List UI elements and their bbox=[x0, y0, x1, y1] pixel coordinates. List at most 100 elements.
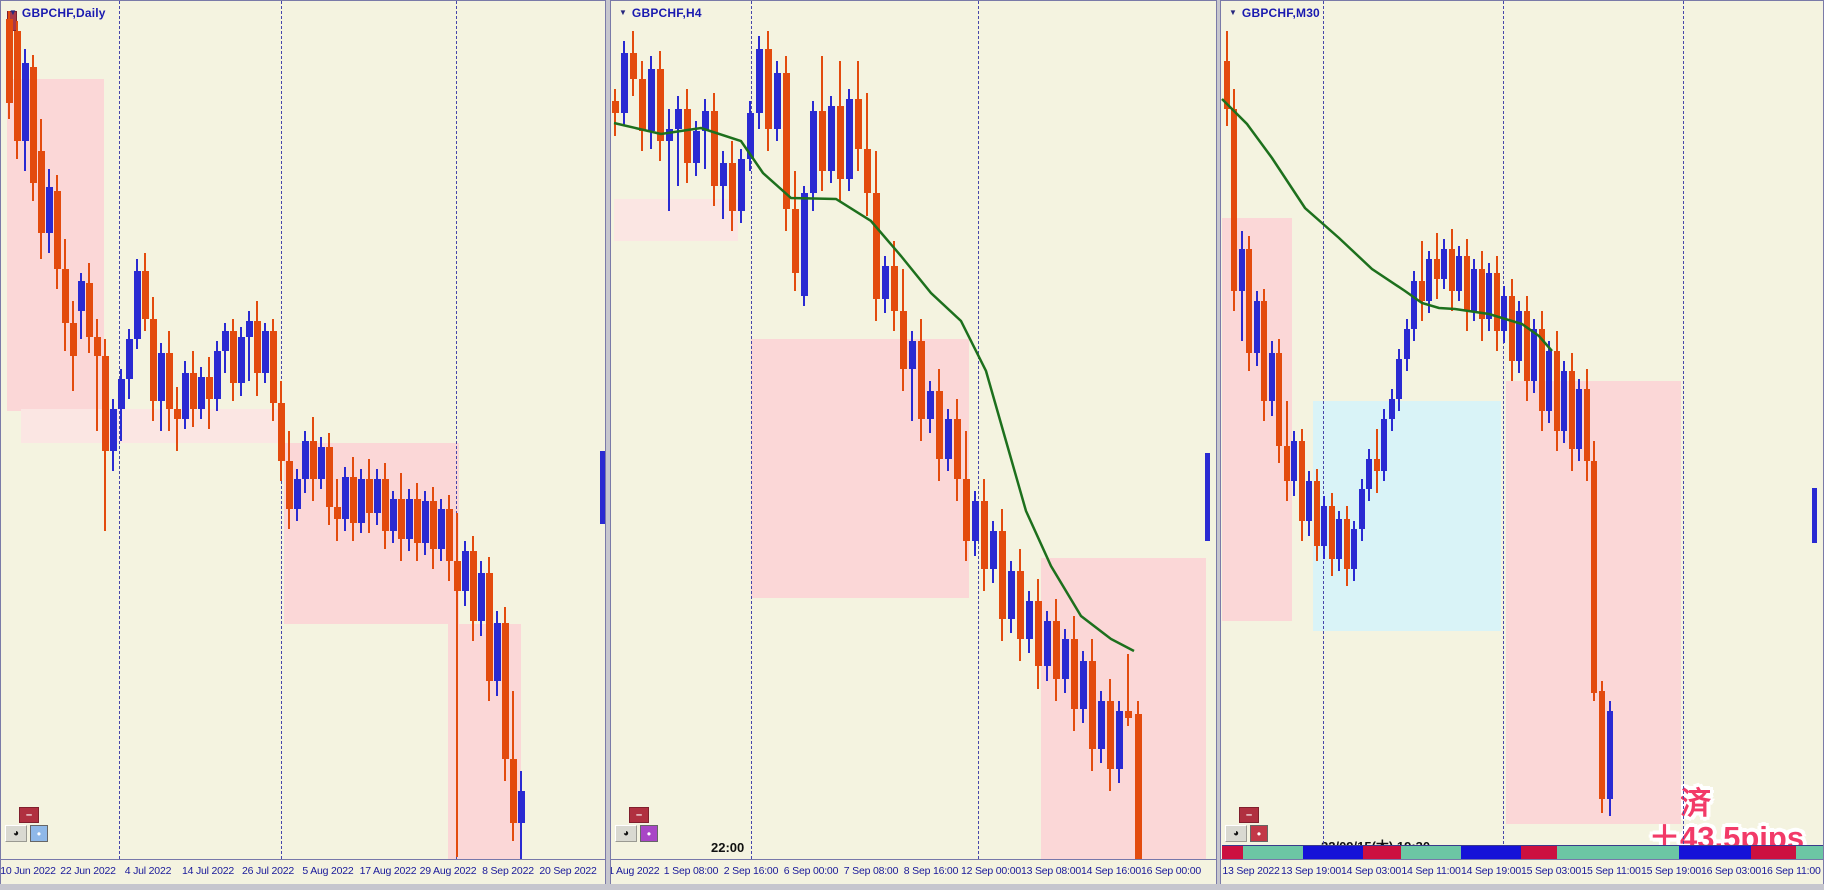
chart-title[interactable]: ▼ GBPCHF,M30 bbox=[1229, 6, 1320, 20]
candle bbox=[422, 501, 429, 543]
chart-window-daily[interactable]: ▼ GBPCHF,Daily – ◕ • 10 Jun 2022 22 Jun 2… bbox=[0, 0, 606, 884]
candle bbox=[756, 49, 763, 113]
chevron-down-icon: ▼ bbox=[9, 8, 17, 17]
time-axis-label: 8 Sep 16:00 bbox=[903, 865, 959, 877]
candle bbox=[158, 353, 165, 401]
candle bbox=[246, 321, 253, 337]
candle bbox=[1026, 601, 1033, 639]
candle bbox=[774, 73, 781, 129]
candle bbox=[134, 271, 141, 339]
chart-plot-area[interactable]: ▼ GBPCHF,H4 – ◕ • 22:00 bbox=[611, 1, 1216, 859]
candle bbox=[765, 49, 772, 129]
time-axis-label: 16 Sep 11:00 bbox=[1761, 865, 1821, 877]
candle bbox=[174, 409, 181, 419]
candle bbox=[262, 331, 269, 373]
price-zone bbox=[751, 339, 969, 598]
chart-title-text: GBPCHF,Daily bbox=[21, 6, 106, 20]
candle bbox=[518, 791, 525, 823]
time-axis-label: 15 Sep 11:00 bbox=[1581, 865, 1641, 877]
candle bbox=[1224, 61, 1230, 109]
candle bbox=[390, 499, 397, 531]
indicator-minimize-button[interactable]: – bbox=[629, 807, 649, 823]
candle bbox=[1584, 389, 1590, 461]
indicator-toggle-button[interactable]: • bbox=[30, 825, 48, 842]
expert-advisor-icon-button[interactable]: ◕ bbox=[5, 825, 27, 842]
expert-advisor-icon-button[interactable]: ◕ bbox=[1225, 825, 1247, 842]
candle bbox=[828, 106, 835, 171]
candle bbox=[810, 111, 817, 193]
candle bbox=[1089, 661, 1096, 749]
indicator-controls: – ◕ • bbox=[1225, 807, 1315, 859]
candle bbox=[350, 477, 357, 523]
indicator-controls: – ◕ • bbox=[615, 807, 705, 859]
candle bbox=[438, 509, 445, 549]
candle bbox=[1321, 506, 1327, 546]
candle bbox=[462, 551, 469, 591]
candle bbox=[1135, 714, 1142, 859]
candle bbox=[1396, 359, 1402, 399]
candle bbox=[1351, 529, 1357, 569]
candle bbox=[720, 163, 727, 186]
chart-window-m30[interactable]: ▼ GBPCHF,M30 ✔ 決済 ＋43.5pips – ◕ • 22/09/… bbox=[1220, 0, 1824, 884]
candle bbox=[1389, 399, 1395, 419]
candle bbox=[1008, 571, 1015, 619]
chart-title[interactable]: ▼ GBPCHF,Daily bbox=[9, 6, 106, 20]
window-frame-bottom bbox=[0, 884, 1824, 890]
candle bbox=[1359, 489, 1365, 529]
candle bbox=[1411, 281, 1417, 329]
candle bbox=[1254, 301, 1260, 353]
candle bbox=[286, 461, 293, 509]
indicator-minimize-button[interactable]: – bbox=[19, 807, 39, 823]
chart-title[interactable]: ▼ GBPCHF,H4 bbox=[619, 6, 702, 20]
candle bbox=[1299, 441, 1305, 521]
price-marker-bar bbox=[600, 451, 605, 524]
chart-title-text: GBPCHF,M30 bbox=[1241, 6, 1320, 20]
candle bbox=[430, 501, 437, 549]
candle bbox=[819, 111, 826, 171]
indicator-toggle-button[interactable]: • bbox=[1250, 825, 1268, 842]
candle bbox=[1607, 711, 1613, 799]
candle bbox=[1554, 351, 1560, 431]
candle bbox=[270, 331, 277, 403]
candle bbox=[30, 67, 37, 183]
chart-plot-area[interactable]: ▼ GBPCHF,Daily – ◕ • bbox=[1, 1, 605, 859]
chart-plot-area[interactable]: ▼ GBPCHF,M30 ✔ 決済 ＋43.5pips – ◕ • 22/09/… bbox=[1221, 1, 1823, 859]
candle bbox=[1306, 481, 1312, 521]
time-axis-label: 14 Jul 2022 bbox=[181, 865, 235, 877]
time-axis-label: 5 Aug 2022 bbox=[302, 865, 354, 877]
session-bar-segment bbox=[1521, 845, 1557, 859]
indicator-toggle-button[interactable]: • bbox=[640, 825, 658, 842]
time-axis-label: 14 Sep 16:00 bbox=[1080, 865, 1142, 877]
candle-wick bbox=[96, 319, 98, 431]
price-zone bbox=[614, 199, 738, 241]
indicator-minimize-button[interactable]: – bbox=[1239, 807, 1259, 823]
candle bbox=[1599, 691, 1605, 799]
expert-advisor-icon-button[interactable]: ◕ bbox=[615, 825, 637, 842]
candle bbox=[738, 159, 745, 211]
time-axis[interactable]: 13 Sep 2022 13 Sep 19:00 14 Sep 03:00 14 Se… bbox=[1221, 859, 1823, 884]
candle bbox=[254, 321, 261, 373]
candle bbox=[1591, 461, 1597, 693]
candle bbox=[190, 373, 197, 409]
candle bbox=[494, 623, 501, 681]
candle bbox=[1246, 249, 1252, 353]
time-axis[interactable]: 10 Jun 2022 22 Jun 2022 4 Jul 2022 14 Jul 2… bbox=[1, 859, 605, 884]
candle bbox=[657, 69, 664, 141]
candle bbox=[1291, 441, 1297, 481]
candle bbox=[454, 561, 461, 591]
candle bbox=[1336, 519, 1342, 559]
candle bbox=[326, 447, 333, 507]
candle bbox=[334, 507, 341, 519]
candle bbox=[909, 341, 916, 369]
period-separator bbox=[1683, 1, 1684, 859]
price-zone bbox=[448, 624, 521, 859]
candle bbox=[882, 266, 889, 299]
candle bbox=[46, 187, 53, 233]
candle bbox=[1509, 296, 1515, 361]
candle bbox=[374, 479, 381, 513]
candle bbox=[206, 377, 213, 399]
candle bbox=[1576, 389, 1582, 449]
candle bbox=[1464, 256, 1470, 311]
